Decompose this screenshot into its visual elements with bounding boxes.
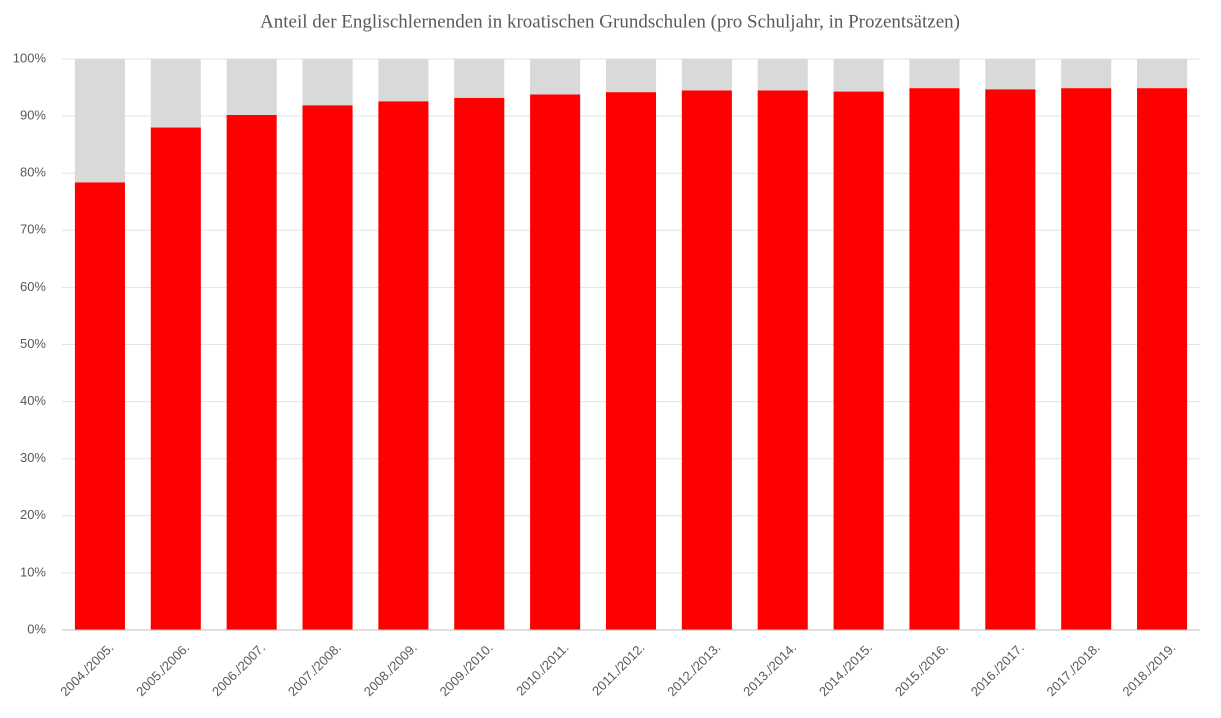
x-tick-label: 2010./2011. [513,640,571,698]
bar-segment [1061,88,1112,631]
bar-segment [74,59,125,183]
x-tick-label: 2005./2006. [133,640,192,699]
y-tick-label: 80% [20,165,46,180]
bar-segment [985,89,1036,630]
y-tick-label: 60% [20,279,46,294]
bar-segment [74,182,125,630]
y-tick-label: 10% [20,564,46,579]
y-tick-label: 90% [20,108,46,123]
bar-segment [757,90,808,630]
bar-segment [909,88,960,631]
bar-segment [226,59,277,115]
bar-segment [302,105,353,631]
bar-segment [302,59,353,106]
y-tick-label: 20% [20,507,46,522]
bar-segment [150,59,201,128]
bar-segment [378,101,429,630]
bar-segment [757,59,808,91]
bar-segment [909,59,960,89]
x-tick-label: 2009./2010. [437,640,496,699]
bar-segment [530,59,581,95]
chart-title: Anteil der Englischlernenden in kroatisc… [260,11,960,32]
bar-segment [150,127,201,631]
bar-segment [226,114,277,630]
bar-segment [985,59,1036,90]
x-tick-label: 2017./2018. [1044,640,1103,699]
bar-segment [681,59,732,91]
x-tick-label: 2008./2009. [361,640,420,699]
x-tick-label: 2012./2013. [664,640,723,699]
bar-segment [605,92,657,631]
y-tick-label: 40% [20,393,46,408]
y-tick-label: 0% [27,621,46,636]
x-tick-label: 2007./2008. [285,640,344,699]
x-tick-label: 2011./2012. [589,640,647,698]
bar-segment [605,59,657,93]
x-tick-label: 2015./2016. [892,640,951,699]
y-tick-label: 30% [20,450,46,465]
x-tick-label: 2018./2019. [1119,640,1178,699]
bar-segment [833,59,884,92]
x-tick-label: 2004./2005. [57,640,116,699]
x-tick-label: 2016./2017. [968,640,1027,699]
x-tick-label: 2006./2007. [209,640,268,699]
bar-segment [1137,59,1188,89]
bar-segment [530,94,581,631]
bar-segment [833,91,884,630]
bar-segment [1137,88,1188,631]
bar-segment [378,59,429,102]
bar-segment [454,97,505,630]
bar-segment [1061,59,1112,89]
bar-segment [454,59,505,98]
bar-segment [681,90,732,630]
y-tick-label: 100% [13,50,47,65]
x-tick-label: 2013./2014. [740,640,799,699]
y-tick-label: 50% [20,336,46,351]
x-tick-label: 2014./2015. [816,640,875,699]
y-tick-label: 70% [20,222,46,237]
